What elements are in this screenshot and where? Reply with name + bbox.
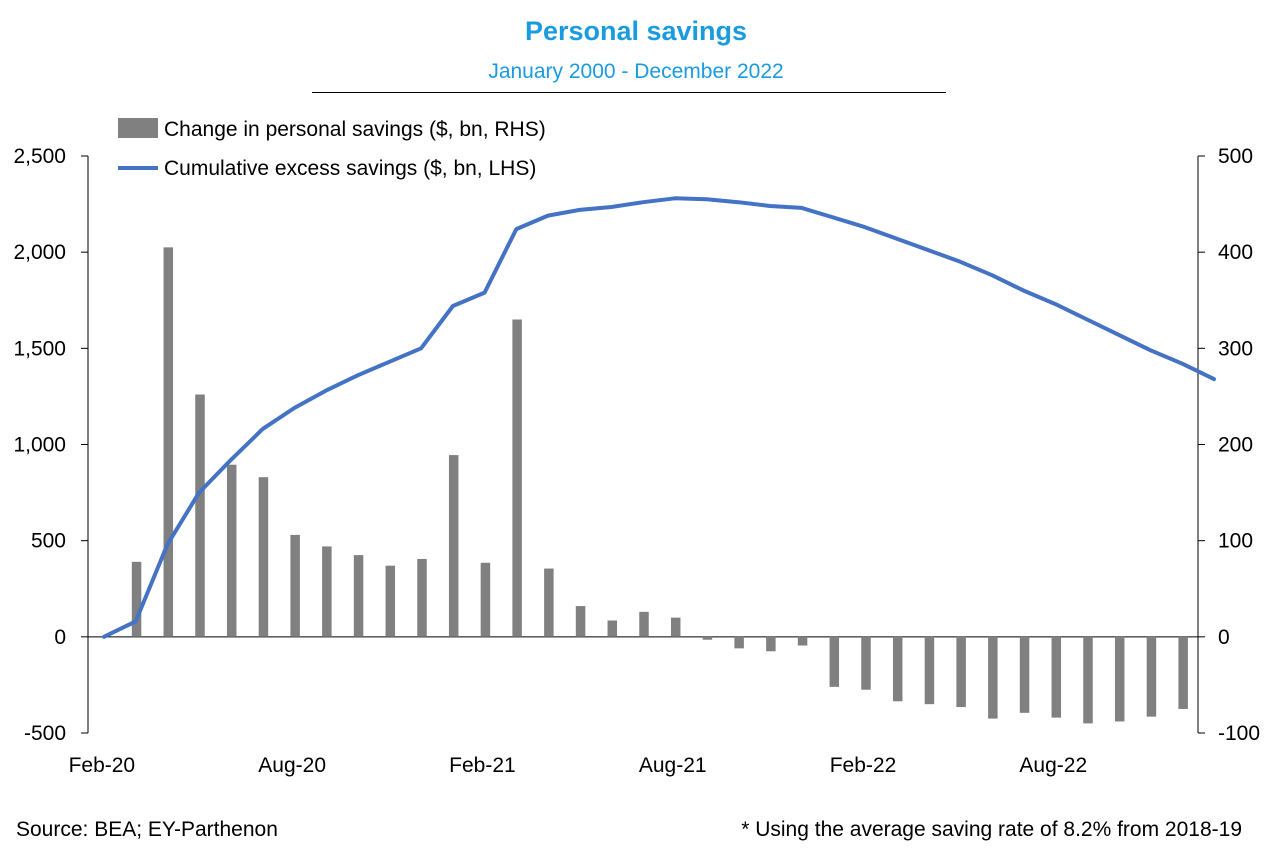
bar: [829, 636, 840, 687]
right-tick-label: 200: [1218, 434, 1253, 457]
bar: [956, 636, 966, 708]
x-tick-label: Feb-21: [449, 754, 516, 777]
bar: [226, 464, 237, 637]
bar: [544, 568, 554, 637]
bar: [131, 561, 142, 637]
chart-title: Personal savings: [524, 16, 748, 46]
x-tick-label: Aug-20: [258, 754, 326, 777]
title-divider: [312, 92, 946, 93]
x-tick-label: Aug-21: [639, 754, 707, 777]
bar: [702, 636, 713, 640]
right-axis-ticks: -100 0 100 200 300 400 500: [1198, 145, 1260, 745]
left-tick-label: 500: [31, 530, 66, 553]
bar: [607, 620, 618, 637]
right-tick-label: 300: [1218, 337, 1253, 360]
right-tick-label: 0: [1218, 626, 1230, 649]
bar: [1178, 636, 1188, 709]
x-tick-label: Feb-22: [830, 754, 897, 777]
chart-subtitle: January 2000 - December 2022: [488, 60, 784, 83]
footnote: * Using the average saving rate of 8.2% …: [741, 818, 1242, 841]
bar: [575, 606, 586, 637]
bar: [1019, 636, 1030, 713]
left-tick-label: -500: [24, 722, 66, 745]
bar: [892, 636, 903, 702]
bar: [1146, 636, 1157, 717]
left-tick-label: 2,000: [13, 241, 66, 264]
left-axis-ticks: -500 0 500 1,000 1,500 2,000 2,500: [13, 145, 88, 745]
bar: [163, 247, 174, 637]
left-tick-label: 1,000: [13, 434, 66, 457]
line-series: [102, 196, 1216, 639]
bar: [195, 394, 205, 637]
bar: [1114, 636, 1125, 722]
x-tick-label: Aug-22: [1019, 754, 1087, 777]
bar: [639, 611, 649, 637]
right-tick-label: 100: [1218, 530, 1253, 553]
bar: [766, 636, 776, 652]
right-tick-label: 400: [1218, 241, 1253, 264]
bar: [480, 562, 491, 637]
bar: [1051, 636, 1062, 718]
left-tick-label: 1,500: [13, 337, 66, 360]
bar: [258, 477, 269, 637]
x-tick-label: Feb-20: [69, 754, 136, 777]
bar: [512, 319, 522, 637]
bar: [290, 534, 300, 637]
axis-lines: [87, 156, 1199, 733]
bar: [797, 636, 808, 646]
bar: [988, 636, 998, 719]
bar-series: [131, 247, 1188, 724]
bar: [353, 555, 364, 637]
bar: [448, 455, 459, 637]
legend-label-bar: Change in personal savings ($, bn, RHS): [164, 118, 546, 141]
line-cumulative-excess-savings: [102, 196, 1216, 639]
x-axis-ticks: Feb-20 Aug-20 Feb-21 Aug-21 Feb-22 Aug-22: [69, 754, 1088, 777]
bar: [734, 636, 744, 649]
bar: [417, 558, 427, 637]
bar: [385, 565, 396, 637]
bar: [670, 617, 681, 637]
left-tick-label: 0: [54, 626, 66, 649]
legend: Change in personal savings ($, bn, RHS) …: [118, 118, 546, 180]
left-tick-label: 2,500: [13, 145, 66, 168]
legend-label-line: Cumulative excess savings ($, bn, LHS): [164, 157, 536, 180]
bar: [924, 636, 935, 705]
bar: [861, 636, 871, 690]
source-note: Source: BEA; EY-Parthenon: [16, 818, 278, 841]
right-tick-label: -100: [1218, 722, 1260, 745]
legend-swatch-bar: [118, 118, 158, 138]
bar: [322, 546, 332, 637]
right-tick-label: 500: [1218, 145, 1253, 168]
bar: [1083, 636, 1093, 724]
